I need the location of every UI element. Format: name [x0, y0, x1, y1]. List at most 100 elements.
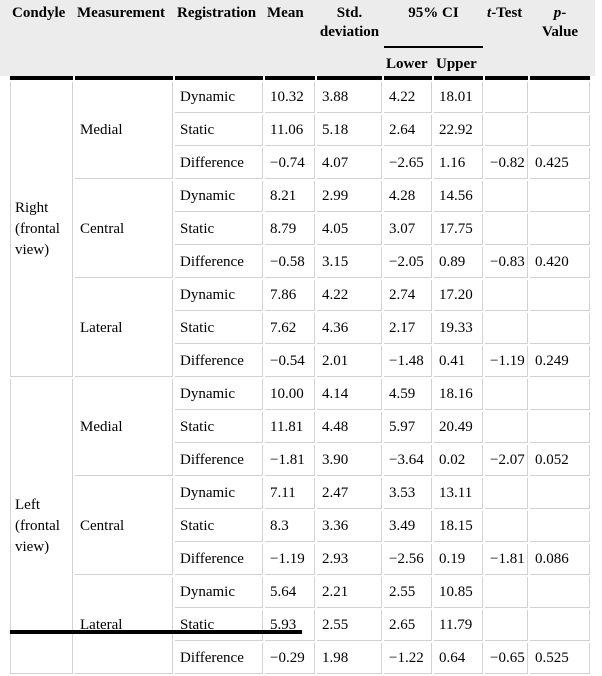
cell-ci-upper: 18.01 [434, 82, 484, 113]
cell-t-test [485, 115, 529, 146]
cell-registration: Dynamic [175, 379, 263, 410]
cell-registration: Static [175, 511, 263, 542]
cell-mean: 8.79 [265, 214, 315, 245]
cell-registration: Dynamic [175, 181, 263, 212]
cell-registration: Difference [175, 346, 263, 377]
cell-registration: Difference [175, 148, 263, 179]
cell-mean: 7.11 [265, 478, 315, 509]
cell-mean: 8.3 [265, 511, 315, 542]
cell-ci-upper: 0.41 [434, 346, 484, 377]
cell-p-value: 0.086 [530, 544, 591, 575]
cell-std: 4.05 [317, 214, 382, 245]
cell-std: 3.88 [317, 82, 382, 113]
cell-ci-lower: −2.65 [384, 148, 432, 179]
header-row-2: Lower Upper [10, 50, 590, 80]
table-row: Static 8.3 3.36 3.49 18.15 [10, 511, 591, 542]
cell-mean: 11.81 [265, 412, 315, 443]
cell-measurement: Medial [75, 82, 173, 179]
cell-p-value [530, 577, 591, 608]
table-row: Difference −1.19 2.93 −2.56 0.19 −1.81 0… [10, 544, 591, 575]
cell-measurement: Central [75, 181, 173, 278]
cell-registration: Static [175, 610, 263, 641]
cell-ci-upper: 19.33 [434, 313, 484, 344]
cell-measurement: Central [75, 478, 173, 575]
cell-registration: Static [175, 115, 263, 146]
cell-p-value [530, 214, 591, 245]
t-test-italic-t: t [487, 5, 492, 21]
cell-ci-upper: 20.49 [434, 412, 484, 443]
cell-registration: Difference [175, 445, 263, 476]
cell-ci-upper: 11.79 [434, 610, 484, 641]
col-header-ci-upper: Upper [434, 50, 484, 80]
table-row: Central Dynamic 7.11 2.47 3.53 13.11 [10, 478, 591, 575]
cell-std: 3.90 [317, 445, 382, 476]
cell-ci-upper: 17.20 [434, 280, 484, 311]
cell-ci-upper: 10.85 [434, 577, 484, 608]
stats-table: Condyle Measurement Registration Mean St… [8, 0, 592, 676]
cell-ci-lower: 4.28 [384, 181, 432, 212]
table-row: Static 8.79 4.05 3.07 17.75 [10, 214, 591, 245]
cell-ci-lower: 5.97 [384, 412, 432, 443]
cell-std: 2.21 [317, 577, 382, 608]
cell-p-value: 0.525 [530, 643, 591, 674]
cell-p-value: 0.249 [530, 346, 591, 377]
cell-ci-lower: −2.05 [384, 247, 432, 278]
cell-std: 4.07 [317, 148, 382, 179]
cell-mean: −0.74 [265, 148, 315, 179]
col-header-ci-lower: Lower [384, 50, 432, 80]
cell-mean: −1.81 [265, 445, 315, 476]
cell-registration: Difference [175, 247, 263, 278]
cell-mean: 5.93 [265, 610, 315, 641]
col-header-measurement: Measurement [75, 2, 173, 80]
cell-p-value [530, 511, 591, 542]
cell-p-value [530, 412, 591, 443]
cell-t-test [485, 577, 529, 608]
cell-registration: Static [175, 412, 263, 443]
cell-p-value [530, 313, 591, 344]
cell-mean: −0.58 [265, 247, 315, 278]
table-row: Difference −0.74 4.07 −2.65 1.16 −0.82 0… [10, 148, 591, 179]
cell-condyle-right: Right (frontal view) [10, 82, 73, 377]
table-row: Static 11.81 4.48 5.97 20.49 [10, 412, 591, 443]
table-row: Static 5.93 2.55 2.65 11.79 [10, 610, 591, 641]
cell-ci-upper: 17.75 [434, 214, 484, 245]
cell-ci-lower: 3.07 [384, 214, 432, 245]
cell-mean: 11.06 [265, 115, 315, 146]
cell-ci-lower: 2.65 [384, 610, 432, 641]
cell-t-test [485, 181, 529, 212]
table-row: Lateral Dynamic 5.64 2.21 2.55 10.85 [10, 577, 591, 674]
cell-p-value [530, 115, 591, 146]
cell-t-test [485, 313, 529, 344]
cell-t-test: −1.81 [485, 544, 529, 575]
cell-ci-lower: 2.74 [384, 280, 432, 311]
col-header-t-test: t-Test [485, 2, 529, 80]
cell-t-test [485, 478, 529, 509]
cell-ci-upper: 18.16 [434, 379, 484, 410]
cell-t-test [485, 214, 529, 245]
cell-ci-lower: 4.22 [384, 82, 432, 113]
table-bottom-rule [10, 630, 302, 634]
cell-ci-lower: −3.64 [384, 445, 432, 476]
cell-p-value [530, 181, 591, 212]
cell-p-value: 0.425 [530, 148, 591, 179]
t-test-suffix: -Test [491, 5, 523, 21]
cell-p-value: 0.420 [530, 247, 591, 278]
cell-registration: Static [175, 313, 263, 344]
cell-std: 2.47 [317, 478, 382, 509]
table-row: Central Dynamic 8.21 2.99 4.28 14.56 [10, 181, 591, 278]
col-header-95ci: 95% CI [384, 2, 484, 48]
cell-mean: −0.29 [265, 643, 315, 674]
cell-ci-upper: 18.15 [434, 511, 484, 542]
cell-p-value [530, 379, 591, 410]
table-header: Condyle Measurement Registration Mean St… [10, 2, 591, 80]
table-body: Right (frontal view) Medial Dynamic 10.3… [10, 82, 591, 674]
cell-ci-lower: −1.48 [384, 346, 432, 377]
std-line1: Std. [336, 5, 363, 21]
table-row: Static 7.62 4.36 2.17 19.33 [10, 313, 591, 344]
cell-mean: −0.54 [265, 346, 315, 377]
cell-t-test: −2.07 [485, 445, 529, 476]
table-row: Difference −0.58 3.15 −2.05 0.89 −0.83 0… [10, 247, 591, 278]
table-row: Left (frontal view) Medial Dynamic 10.00… [10, 379, 591, 674]
table-row: Difference −1.81 3.90 −3.64 0.02 −2.07 0… [10, 445, 591, 476]
